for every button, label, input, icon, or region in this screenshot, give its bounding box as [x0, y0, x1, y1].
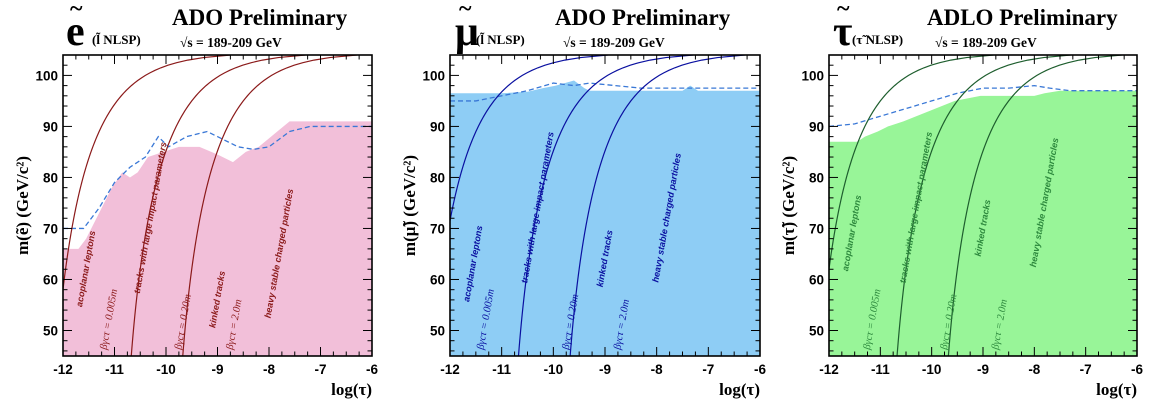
particle-symbol: e — [66, 9, 85, 55]
y-tick-label: 50 — [430, 323, 445, 338]
energy-label: √s = 189-209 GeV — [935, 35, 1037, 50]
nlsp-label: (τ̃ NLSP) — [852, 32, 903, 47]
lifetime-curve-1 — [896, 55, 1071, 356]
particle-tilde: ~ — [837, 0, 850, 22]
y-tick-label: 60 — [43, 272, 58, 287]
chart-panel-smuon: βγcτ = 0.005m βγcτ = 0.20m βγcτ = 2.0macop… — [400, 0, 766, 399]
x-tick-label: -7 — [702, 362, 714, 377]
expected-limit-line — [63, 125, 372, 230]
x-tick-label: -11 — [492, 362, 511, 377]
x-tick-label: -6 — [754, 362, 766, 377]
y-tick-label: 100 — [35, 68, 58, 83]
chart-title: ADO Preliminary — [172, 5, 348, 30]
x-axis-label: log(τ) — [1096, 380, 1137, 399]
y-tick-label: 80 — [430, 170, 445, 185]
excluded-region — [829, 90, 1137, 356]
expected-limit-line — [450, 82, 760, 102]
y-tick-label: 70 — [809, 221, 824, 236]
x-tick-label: -12 — [440, 362, 460, 377]
x-tick-label: -11 — [105, 362, 124, 377]
y-tick-label: 80 — [43, 170, 58, 185]
x-tick-label: -11 — [871, 362, 890, 377]
y-tick-label: 90 — [430, 119, 445, 134]
nlsp-label: (l̃ NLSP) — [92, 32, 141, 47]
particle-symbol: τ — [833, 9, 852, 55]
y-tick-label: 80 — [809, 170, 824, 185]
chart-panel-stau: βγcτ = 0.005m βγcτ = 0.20m βγcτ = 2.0macop… — [779, 0, 1143, 399]
y-tick-label: 50 — [43, 323, 58, 338]
x-tick-label: -8 — [1028, 362, 1040, 377]
y-tick-label: 60 — [430, 272, 445, 287]
chart-title: ADLO Preliminary — [927, 5, 1118, 30]
x-tick-label: -9 — [211, 362, 223, 377]
x-tick-label: -9 — [599, 362, 611, 377]
energy-label: √s = 189-209 GeV — [563, 35, 665, 50]
x-tick-label: -10 — [544, 362, 564, 377]
lifetime-curve-2 — [182, 55, 357, 356]
y-tick-label: 50 — [809, 323, 824, 338]
lifetime-curve-0 — [829, 55, 994, 274]
x-tick-label: -7 — [314, 362, 326, 377]
x-tick-label: -7 — [1080, 362, 1092, 377]
y-tick-label: 70 — [43, 221, 58, 236]
y-tick-label: 100 — [801, 68, 824, 83]
y-axis-label: m(ẽ) (GeV/c²) — [13, 156, 32, 255]
nlsp-label: (l̃ NLSP) — [476, 32, 525, 47]
plot-area — [450, 55, 760, 356]
x-tick-label: -10 — [156, 362, 176, 377]
lifetime-curve-2 — [947, 55, 1122, 356]
x-tick-label: -9 — [977, 362, 989, 377]
chart-panel-selectron: βγcτ = 0.005m βγcτ = 0.20m βγcτ = 2.0macop… — [13, 0, 378, 399]
y-tick-label: 60 — [809, 272, 824, 287]
particle-symbol: μ — [455, 9, 479, 55]
x-axis-label: log(τ) — [331, 380, 372, 399]
x-tick-label: -10 — [922, 362, 942, 377]
x-tick-label: -12 — [53, 362, 73, 377]
x-tick-label: -6 — [366, 362, 378, 377]
chart-title: ADO Preliminary — [555, 5, 731, 30]
x-tick-label: -6 — [1131, 362, 1143, 377]
particle-tilde: ~ — [70, 0, 83, 22]
expected-limit-line — [829, 84, 1137, 128]
x-tick-label: -8 — [263, 362, 275, 377]
y-axis-label: m(τ̃) (GeV/c²) — [779, 156, 798, 255]
x-tick-label: -8 — [651, 362, 663, 377]
particle-tilde: ~ — [459, 0, 472, 22]
lifetime-curve-1 — [130, 55, 306, 356]
lifetime-curve-1 — [517, 55, 694, 356]
plot-area — [63, 55, 372, 356]
y-tick-label: 90 — [43, 119, 58, 134]
y-tick-label: 100 — [422, 68, 445, 83]
y-tick-label: 90 — [809, 119, 824, 134]
excluded-region — [450, 80, 760, 356]
excluded-region — [63, 121, 372, 356]
x-axis-label: log(τ) — [719, 380, 760, 399]
lifetime-curve-2 — [569, 55, 745, 356]
y-axis-label: m(μ̃) (GeV/c²) — [400, 155, 419, 256]
x-tick-label: -12 — [819, 362, 839, 377]
y-tick-label: 70 — [430, 221, 445, 236]
energy-label: √s = 189-209 GeV — [180, 35, 282, 50]
lifetime-curve-0 — [63, 55, 231, 295]
plot-area — [829, 55, 1137, 356]
